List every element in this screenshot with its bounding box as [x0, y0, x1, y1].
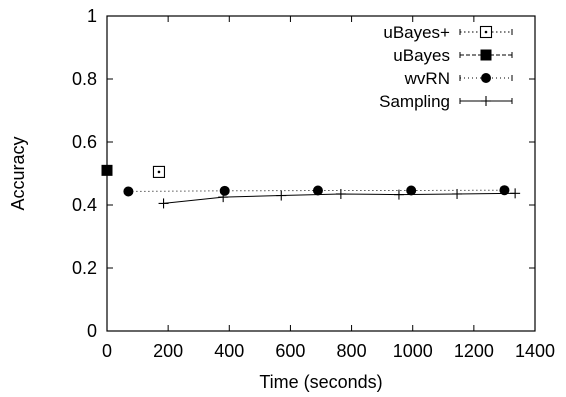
data-point — [152, 165, 166, 178]
series-wvrn — [123, 185, 510, 197]
data-point — [219, 185, 230, 196]
data-point — [406, 185, 417, 196]
legend-item-ubayes: uBayes+ — [383, 23, 513, 42]
x-axis-title: Time (seconds) — [259, 372, 382, 392]
plot-frame — [106, 15, 536, 332]
series-ubayes — [152, 165, 166, 178]
legend-item-wvrn: wvRN — [404, 69, 513, 88]
x-axis: 0 200 400 600 800 1000 1200 1400 — [102, 16, 555, 361]
data-point — [276, 190, 287, 201]
legend-marker — [481, 73, 491, 83]
data-point — [393, 189, 404, 200]
y-tick-label: 0 — [87, 321, 97, 341]
legend: uBayes+ uBayes wvRN Sampling — [379, 23, 513, 111]
legend-label: uBayes+ — [383, 23, 450, 42]
data-point — [499, 185, 510, 196]
y-tick-label: 0.2 — [72, 258, 97, 278]
y-axis: 0 0.2 0.4 0.6 0.8 1 — [72, 6, 535, 341]
data-point — [312, 185, 323, 196]
x-tick-label: 1200 — [454, 341, 494, 361]
legend-label: wvRN — [404, 69, 450, 88]
data-point — [335, 188, 346, 199]
x-tick-label: 1400 — [515, 341, 555, 361]
x-tick-label: 600 — [275, 341, 305, 361]
legend-marker — [479, 25, 493, 39]
marker-dot — [484, 30, 488, 34]
y-tick-label: 0.4 — [72, 195, 97, 215]
legend-label: uBayes — [393, 46, 450, 65]
x-tick-label: 200 — [153, 341, 183, 361]
legend-marker — [481, 96, 491, 106]
series-layer — [101, 164, 521, 209]
x-tick-label: 0 — [102, 341, 112, 361]
marker-dot — [157, 170, 161, 174]
y-tick-label: 1 — [87, 6, 97, 26]
data-point — [158, 198, 169, 209]
x-tick-label: 1000 — [393, 341, 433, 361]
plot-border — [106, 15, 536, 332]
x-tick-label: 800 — [337, 341, 367, 361]
legend-label: Sampling — [379, 92, 450, 111]
series-sampling — [158, 188, 521, 209]
x-tick-label: 400 — [214, 341, 244, 361]
series-line — [128, 189, 505, 192]
data-point — [218, 192, 229, 203]
data-point — [123, 186, 134, 197]
data-point — [510, 188, 521, 199]
data-point — [101, 164, 113, 176]
legend-item-sampling: Sampling — [379, 92, 513, 111]
y-tick-label: 0.6 — [72, 132, 97, 152]
legend-item-ubayes: uBayes — [393, 46, 513, 65]
series-line — [163, 192, 516, 204]
data-point — [452, 188, 463, 199]
y-axis-title: Accuracy — [8, 136, 28, 210]
series-ubayes — [101, 164, 113, 176]
legend-marker — [480, 49, 492, 61]
y-tick-label: 0.8 — [72, 69, 97, 89]
